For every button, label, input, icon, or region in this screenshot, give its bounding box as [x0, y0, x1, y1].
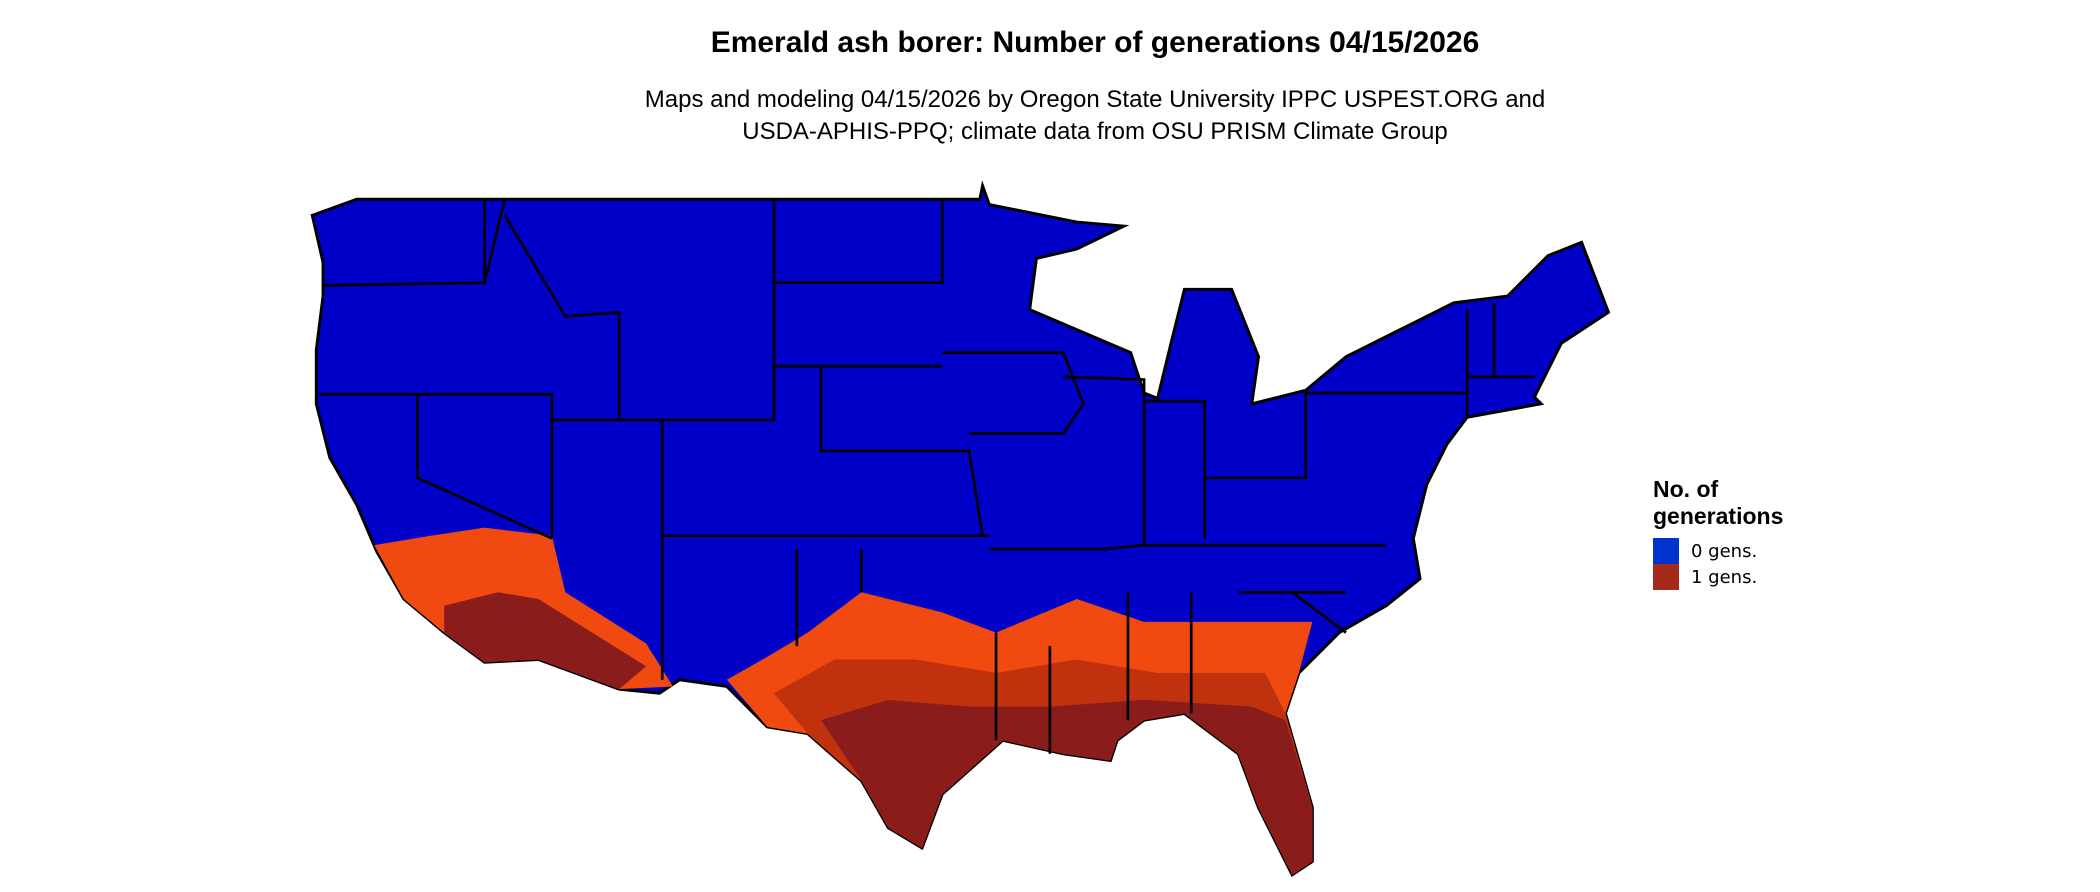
map-subtitle: Maps and modeling 04/15/2026 by Oregon S…: [0, 84, 2100, 148]
subtitle-line-1: Maps and modeling 04/15/2026 by Oregon S…: [644, 86, 1546, 113]
legend-swatch-blue: [1653, 538, 1679, 564]
legend: No. of generations 0 gens. 1 gens.: [1653, 476, 1783, 590]
legend-title-line-1: No. of: [1653, 476, 1719, 502]
legend-swatch-red: [1653, 564, 1679, 590]
legend-label: 0 gens.: [1691, 540, 1758, 562]
legend-item-1-gens: 1 gens.: [1653, 564, 1783, 590]
one-gen-region-west-dark: [444, 592, 647, 690]
legend-title: No. of generations: [1653, 476, 1783, 530]
legend-item-0-gens: 0 gens.: [1653, 538, 1783, 564]
legend-label: 1 gens.: [1691, 566, 1758, 588]
subtitle-line-2: USDA-APHIS-PPQ; climate data from OSU PR…: [742, 118, 1448, 145]
state-borders: [319, 198, 1535, 754]
legend-title-line-2: generations: [1653, 503, 1784, 529]
one-gen-region-south-dark: [821, 699, 1313, 875]
map-title: Emerald ash borer: Number of generations…: [710, 26, 1480, 59]
